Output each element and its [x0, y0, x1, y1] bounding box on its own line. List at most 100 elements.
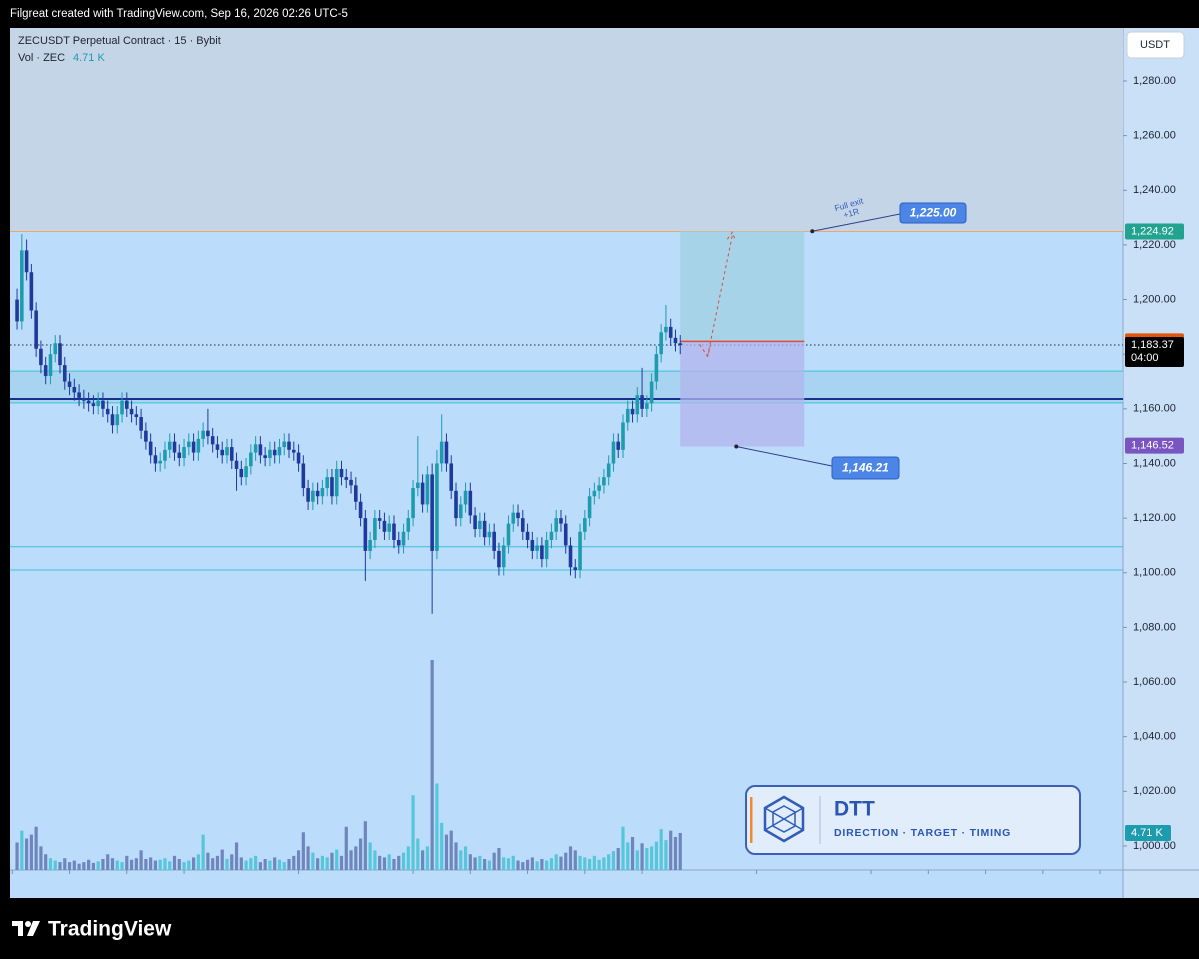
callout-box	[831, 456, 900, 480]
volume-bar	[67, 862, 72, 870]
volume-bar	[549, 858, 554, 870]
candle-body	[602, 477, 606, 486]
volume-bar	[311, 852, 315, 870]
candle-body	[115, 414, 120, 426]
candle-body	[201, 430, 205, 439]
candle-body	[487, 531, 492, 538]
candle-body	[358, 501, 363, 519]
candle-body	[163, 449, 167, 461]
volume-bar	[554, 854, 558, 870]
candle-body	[597, 485, 601, 491]
volume-bar	[521, 862, 525, 870]
candle-body	[120, 400, 124, 415]
annotation-text: +1R	[842, 206, 860, 220]
candle-body	[549, 531, 554, 540]
zone	[10, 28, 1123, 232]
volume-bar	[115, 860, 119, 870]
candle-body	[24, 250, 29, 273]
logo-icon	[764, 807, 804, 831]
volume-bar	[435, 783, 439, 870]
candle-body	[354, 485, 358, 502]
candle-body	[392, 523, 396, 540]
currency[interactable]: USDT	[1140, 39, 1170, 51]
candle-body	[478, 520, 482, 530]
volume-bar	[401, 852, 406, 870]
volume-bar	[244, 860, 248, 870]
volume-bar	[211, 858, 215, 870]
candle-body	[43, 365, 48, 377]
volume-bar	[373, 850, 377, 870]
y-tick-label: 1,000.00	[1133, 840, 1176, 852]
volume-bar	[597, 859, 601, 870]
volume-bar	[578, 855, 582, 870]
volume-bar	[583, 857, 587, 870]
candle-body	[578, 531, 582, 571]
candle-body	[339, 468, 344, 478]
candle-body	[659, 332, 663, 355]
volume-price-label-text: 4.71 K	[1131, 827, 1163, 839]
callout-dot	[734, 444, 739, 449]
volume-bar	[29, 834, 33, 870]
candle-body	[287, 441, 291, 450]
volume-bar	[406, 846, 410, 870]
candle-body	[334, 468, 339, 497]
volume-bar	[106, 854, 110, 870]
candle-body	[187, 441, 191, 448]
candle-body	[110, 414, 115, 426]
brand-mark	[27, 921, 40, 936]
candle-body	[129, 408, 134, 415]
projection-arrow	[707, 231, 736, 357]
candle-body	[678, 343, 683, 345]
volume-bar	[559, 856, 563, 870]
candle-body	[91, 403, 96, 407]
candle-body	[520, 518, 525, 532]
volume-bar	[320, 855, 325, 870]
volume-bar	[487, 860, 491, 870]
candle-body	[673, 337, 678, 344]
candle-body	[635, 395, 640, 415]
price-label-text: 1,224.92	[1131, 225, 1174, 237]
y-tick-label: 1,260.00	[1133, 130, 1176, 142]
candle-body	[234, 460, 239, 469]
candle-body	[396, 539, 401, 546]
candle-body	[53, 343, 58, 355]
plot: 03:00 PM06:00 PM09:00 PM1506:00 AM12:00 …	[10, 28, 1123, 870]
candle-body	[172, 441, 177, 453]
volume-bar	[473, 857, 477, 870]
volume-bar	[177, 858, 181, 870]
candle-body	[387, 523, 392, 532]
volume-bar	[478, 855, 482, 870]
volume-bar	[382, 857, 387, 870]
currency-button[interactable]: USDT	[1126, 31, 1185, 59]
candle-body	[473, 515, 477, 530]
candle-body	[215, 444, 220, 450]
volume-bar	[144, 858, 148, 870]
volume-bar	[39, 846, 43, 870]
volume-bar	[463, 846, 468, 870]
y-tick-label: 1,200.00	[1133, 293, 1176, 305]
volume-bar	[206, 852, 210, 870]
volume-bar	[120, 862, 124, 870]
candle-body	[406, 518, 411, 532]
candle-body	[654, 354, 659, 382]
candle-body	[249, 452, 253, 467]
candle-body	[511, 512, 516, 524]
volume-bar	[354, 846, 358, 870]
candle-body	[86, 400, 91, 404]
price-label	[1125, 223, 1184, 240]
candle-body	[621, 422, 625, 450]
candle-body	[363, 518, 368, 551]
candle-body	[72, 386, 77, 393]
volume-bar	[363, 821, 367, 870]
candle-body	[282, 441, 287, 448]
candle-body	[272, 449, 277, 456]
volume-bar	[564, 852, 568, 870]
price-label-text: 1,183.37	[1131, 339, 1174, 351]
callout-line	[812, 213, 901, 232]
countdown: 04:00	[1131, 352, 1159, 364]
candle-body	[649, 381, 654, 404]
button[interactable]	[1126, 31, 1185, 59]
candle-body	[444, 441, 449, 464]
volume-bar	[545, 860, 549, 870]
candle-body	[239, 468, 244, 478]
